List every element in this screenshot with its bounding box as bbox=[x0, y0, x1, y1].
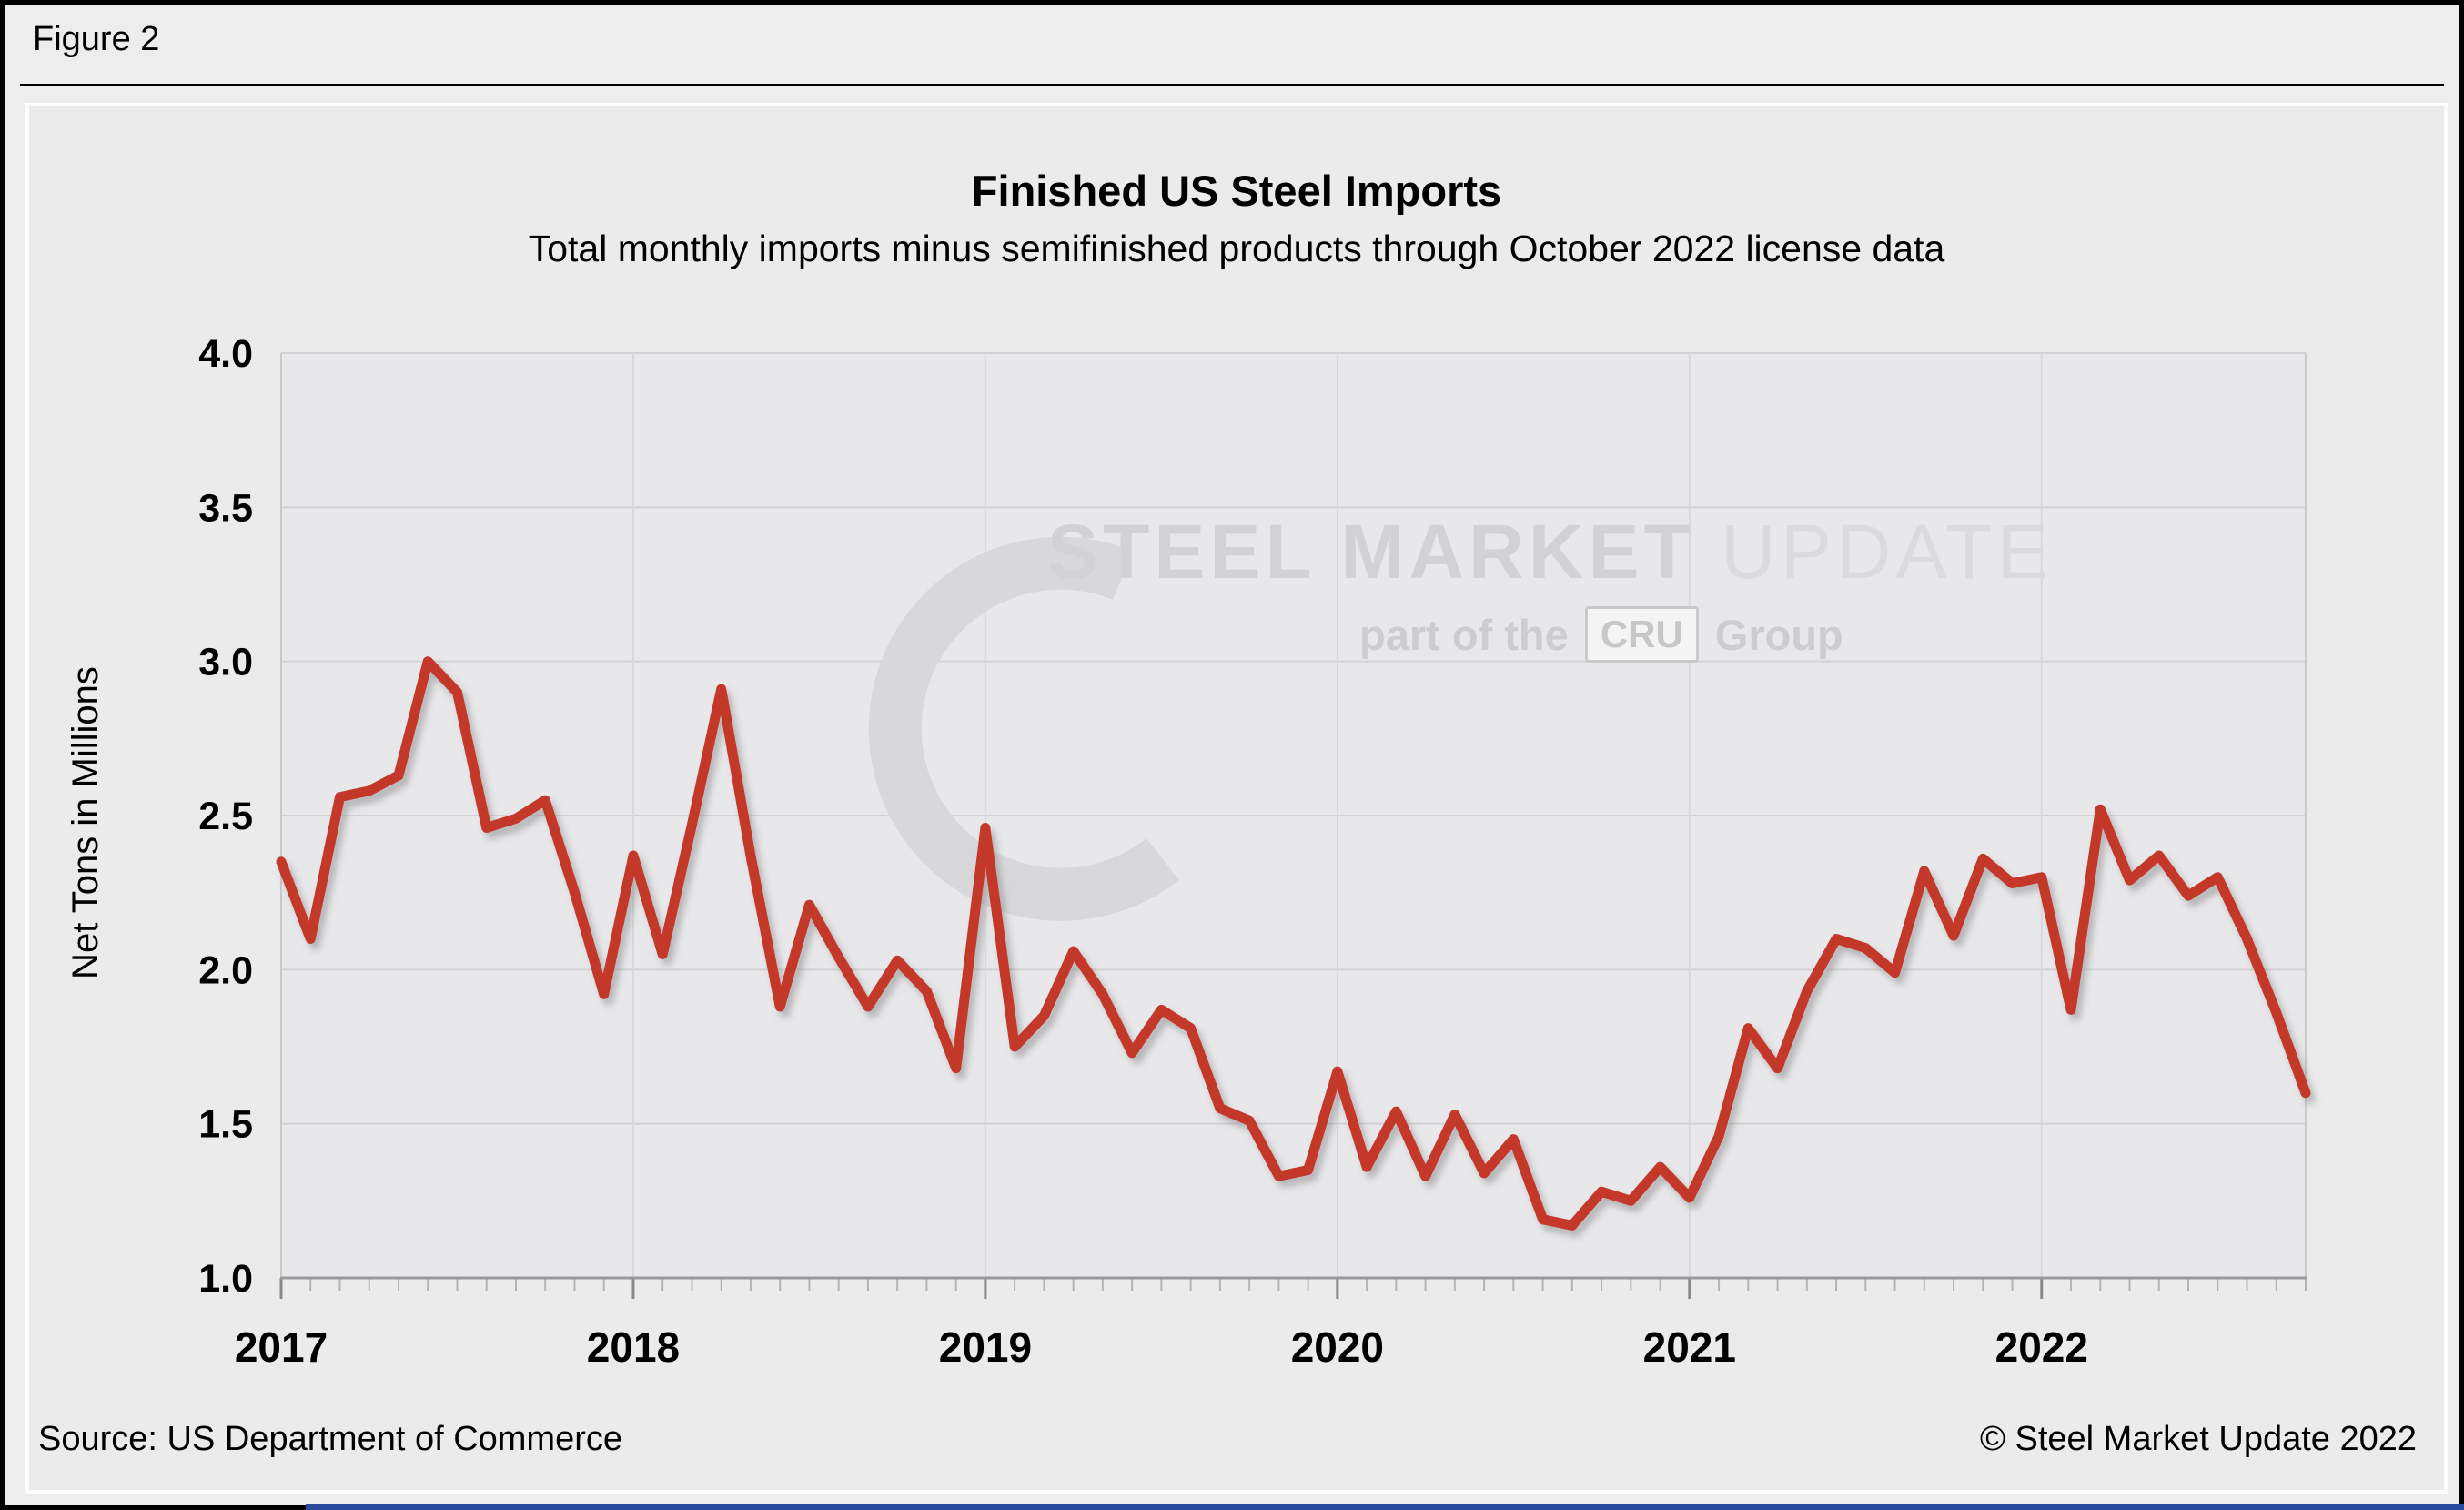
x-tick-label: 2017 bbox=[235, 1323, 328, 1371]
y-tick-label: 2.5 bbox=[198, 795, 253, 838]
watermark-part-of-the: part of the bbox=[1359, 610, 1569, 659]
bottom-accent-bar bbox=[306, 1504, 2464, 1510]
source-note: Source: US Department of Commerce bbox=[38, 1420, 623, 1458]
y-tick-label: 1.0 bbox=[198, 1257, 253, 1301]
cru-crescent-logo-icon bbox=[868, 536, 1179, 921]
x-tick-label: 2021 bbox=[1643, 1323, 1736, 1371]
watermark-steel-market: STEEL MARKET bbox=[1047, 509, 1722, 594]
y-tick-label: 3.0 bbox=[198, 641, 253, 684]
figure-rule bbox=[20, 84, 2444, 86]
watermark-group: Group bbox=[1714, 610, 1843, 659]
watermark-subtitle: part of the CRU Group bbox=[1359, 606, 1843, 663]
data-line-layer bbox=[276, 656, 2311, 1231]
figure-label: Figure 2 bbox=[33, 20, 160, 58]
imports-data-line bbox=[276, 656, 2311, 1231]
chart-subtitle: Total monthly imports minus semifinished… bbox=[528, 228, 1945, 269]
y-tick-label: 2.0 bbox=[198, 948, 253, 992]
cru-logo-box: CRU bbox=[1584, 606, 1699, 663]
watermark-update: UPDATE bbox=[1721, 509, 2053, 594]
x-tick-label: 2020 bbox=[1291, 1323, 1384, 1371]
y-tick-label: 1.5 bbox=[198, 1103, 253, 1147]
watermark-title: STEEL MARKET UPDATE bbox=[1047, 508, 2053, 596]
x-tick-label: 2018 bbox=[587, 1323, 680, 1371]
chart-title: Finished US Steel Imports bbox=[971, 167, 1502, 215]
x-tick-label: 2019 bbox=[939, 1323, 1032, 1371]
y-tick-label: 4.0 bbox=[198, 332, 253, 376]
y-tick-label: 3.5 bbox=[198, 486, 253, 530]
x-tick-label: 2022 bbox=[1995, 1323, 2088, 1371]
watermark: STEEL MARKET UPDATE part of the CRU Grou… bbox=[5, 5, 2464, 1510]
plot-grid-layer: 4.0 3.5 3.0 2.5 2.0 1.5 1.0 2017 2018 2019 2020 202… bbox=[198, 332, 2307, 1371]
copyright-note: © Steel Market Update 2022 bbox=[1979, 1420, 2417, 1458]
